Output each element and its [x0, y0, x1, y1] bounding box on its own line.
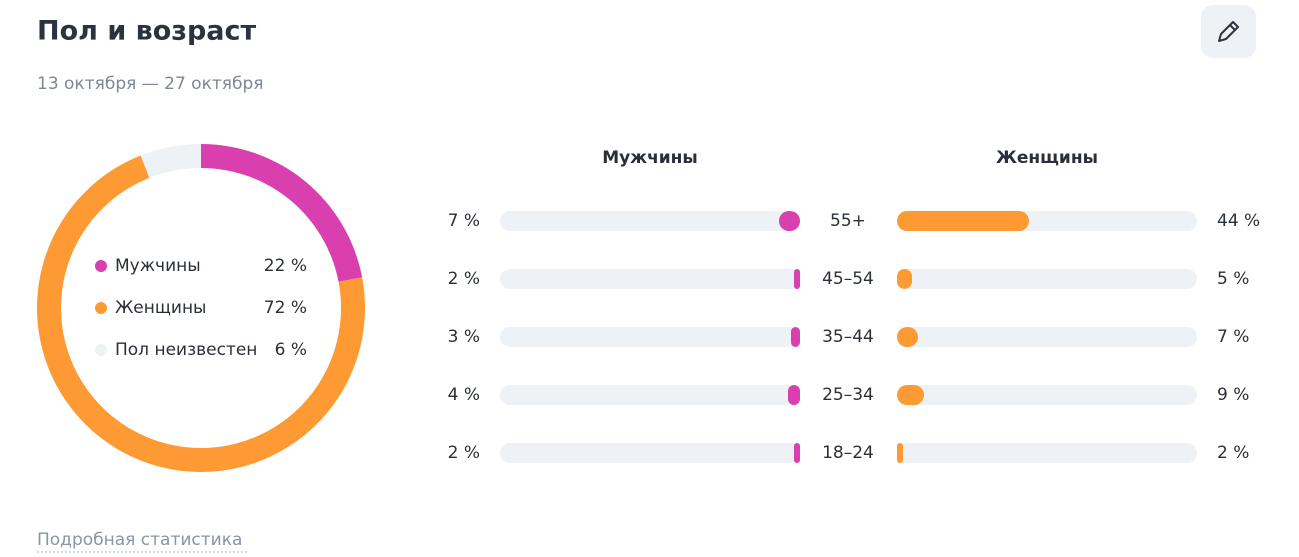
- details-link[interactable]: Подробная статистика: [37, 530, 249, 553]
- bar-track: [897, 269, 1197, 289]
- bar-track: [500, 385, 800, 405]
- bar-track: [500, 443, 800, 463]
- legend-dot: [95, 344, 107, 356]
- age-label: 55+: [830, 211, 866, 231]
- legend-value: 72 %: [264, 298, 307, 318]
- legend-dot: [95, 260, 107, 272]
- bar: [897, 269, 912, 289]
- value-label: 3 %: [448, 327, 480, 347]
- age-label: 18–24: [822, 443, 874, 463]
- legend-label: Пол неизвестен: [115, 340, 257, 360]
- title: Пол и возраст: [37, 16, 257, 47]
- donut-segment: [201, 144, 363, 282]
- bar: [794, 443, 800, 463]
- value-label: 2 %: [448, 269, 480, 289]
- edit-button[interactable]: [1201, 5, 1256, 58]
- edit-button-bg: [1201, 5, 1256, 58]
- bar: [897, 211, 1029, 231]
- value-label: 44 %: [1217, 211, 1260, 231]
- legend-dot: [95, 302, 107, 314]
- bar-track: [897, 385, 1197, 405]
- legend-value: 6 %: [275, 340, 307, 360]
- donut-segment: [140, 144, 201, 178]
- bar: [791, 327, 800, 347]
- legend-label: Мужчины: [115, 256, 201, 276]
- bar: [788, 385, 800, 405]
- bar-track: [897, 443, 1197, 463]
- value-label: 7 %: [1217, 327, 1249, 347]
- bar-track: [500, 211, 800, 231]
- value-label: 2 %: [1217, 443, 1249, 463]
- bar: [897, 385, 924, 405]
- value-label: 2 %: [448, 443, 480, 463]
- legend-label: Женщины: [115, 298, 206, 318]
- bar-track: [897, 327, 1197, 347]
- series-header: Мужчины: [602, 148, 698, 168]
- edit-icon: [1218, 21, 1239, 42]
- value-label: 5 %: [1217, 269, 1249, 289]
- bar-track: [500, 269, 800, 289]
- link-text: Подробная статистика: [37, 530, 242, 550]
- value-label: 7 %: [448, 211, 480, 231]
- bar: [779, 211, 800, 231]
- series-header: Женщины: [996, 148, 1098, 168]
- bar: [897, 443, 903, 463]
- value-label: 4 %: [448, 385, 480, 405]
- bar: [794, 269, 800, 289]
- age-label: 35–44: [822, 327, 874, 347]
- age-label: 25–34: [822, 385, 874, 405]
- value-label: 9 %: [1217, 385, 1249, 405]
- bar-track: [500, 327, 800, 347]
- age-label: 45–54: [822, 269, 874, 289]
- subtitle: 13 октября — 27 октября: [37, 74, 263, 94]
- bar: [897, 327, 918, 347]
- legend-value: 22 %: [264, 256, 307, 276]
